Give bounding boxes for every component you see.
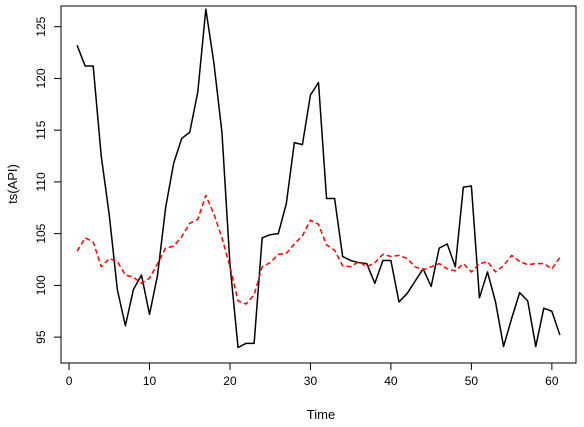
x-tick-label: 40 <box>384 374 398 388</box>
x-tick-label: 30 <box>304 374 318 388</box>
y-axis-title: ts(API) <box>5 164 20 204</box>
x-tick-label: 60 <box>545 374 559 388</box>
x-tick-label: 20 <box>223 374 237 388</box>
y-tick-label: 125 <box>34 16 48 36</box>
y-tick-label: 115 <box>34 120 48 139</box>
x-axis: 0 10 20 30 40 50 60 <box>66 362 559 388</box>
y-tick-label: 120 <box>34 68 48 88</box>
x-tick-label: 50 <box>465 374 479 388</box>
x-axis-title: Time <box>307 407 335 422</box>
y-tick-label: 100 <box>34 275 48 295</box>
y-tick-label: 110 <box>34 172 48 191</box>
plot-frame <box>60 5 577 364</box>
y-tick-label: 95 <box>34 330 48 344</box>
series-line-2 <box>76 194 561 305</box>
y-axis: 95 100 105 110 115 120 125 <box>34 16 62 344</box>
y-tick-label: 105 <box>34 223 48 243</box>
series-line-1 <box>76 8 561 349</box>
x-tick-label: 0 <box>66 374 73 388</box>
series-layer <box>76 8 561 349</box>
x-tick-label: 10 <box>143 374 157 388</box>
